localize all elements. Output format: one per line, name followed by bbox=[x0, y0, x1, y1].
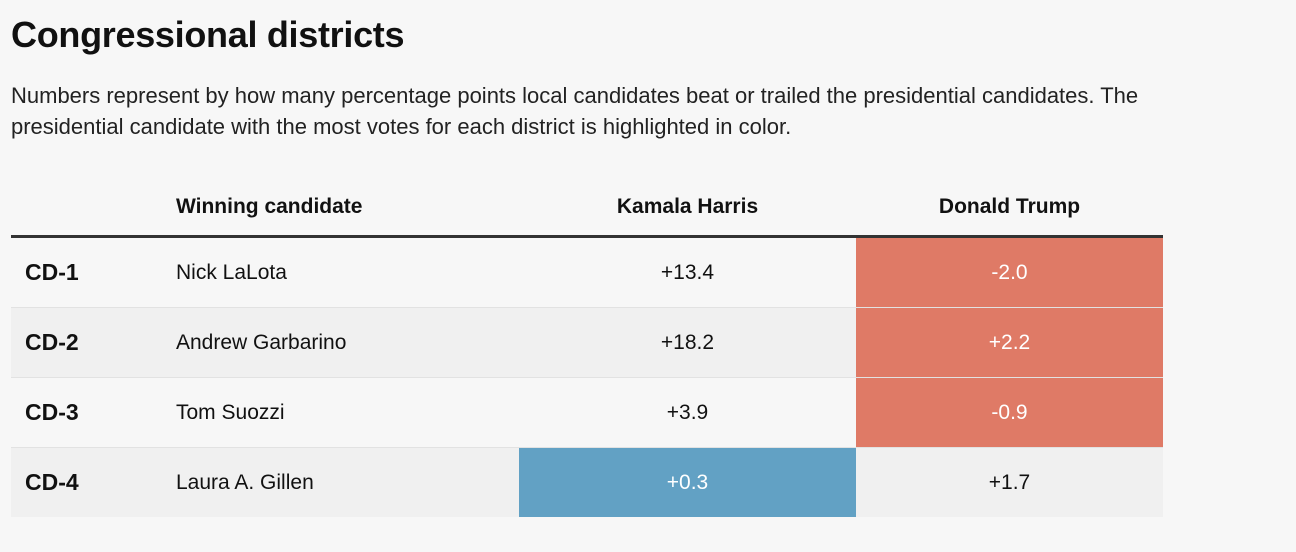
header-donald-trump: Donald Trump bbox=[856, 178, 1163, 238]
district-cell: CD-3 bbox=[11, 377, 176, 448]
district-cell: CD-1 bbox=[11, 236, 176, 308]
table-row: CD-1 Nick LaLota +13.4 -2.0 bbox=[11, 236, 1163, 308]
trump-cell: -0.9 bbox=[856, 377, 1163, 448]
table-row: CD-3 Tom Suozzi +3.9 -0.9 bbox=[11, 377, 1163, 448]
candidate-cell: Laura A. Gillen bbox=[176, 447, 519, 517]
harris-cell: +18.2 bbox=[519, 307, 856, 378]
candidate-cell: Andrew Garbarino bbox=[176, 307, 519, 378]
trump-cell: -2.0 bbox=[856, 236, 1163, 308]
subtitle: Numbers represent by how many percentage… bbox=[11, 83, 1139, 139]
candidate-cell: Nick LaLota bbox=[176, 236, 519, 308]
header-district bbox=[11, 178, 176, 238]
candidate-cell: Tom Suozzi bbox=[176, 377, 519, 448]
districts-table: Winning candidate Kamala Harris Donald T… bbox=[11, 178, 1163, 517]
trump-cell: +2.2 bbox=[856, 307, 1163, 378]
page-title: Congressional districts bbox=[11, 14, 405, 55]
harris-cell: +3.9 bbox=[519, 377, 856, 448]
table-row: CD-4 Laura A. Gillen +0.3 +1.7 bbox=[11, 447, 1163, 517]
harris-cell: +13.4 bbox=[519, 236, 856, 308]
table-header-row: Winning candidate Kamala Harris Donald T… bbox=[11, 178, 1163, 238]
header-kamala-harris: Kamala Harris bbox=[519, 178, 856, 238]
harris-cell: +0.3 bbox=[519, 447, 856, 517]
table-row: CD-2 Andrew Garbarino +18.2 +2.2 bbox=[11, 307, 1163, 378]
trump-cell: +1.7 bbox=[856, 447, 1163, 517]
district-cell: CD-4 bbox=[11, 447, 176, 517]
header-winning-candidate: Winning candidate bbox=[176, 178, 519, 238]
district-cell: CD-2 bbox=[11, 307, 176, 378]
